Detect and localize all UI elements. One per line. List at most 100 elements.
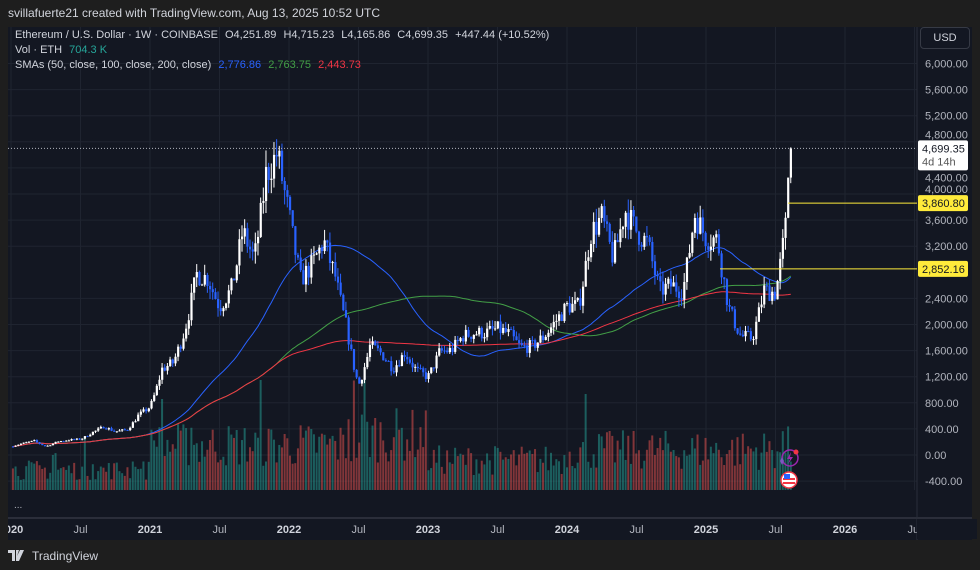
candle-body <box>576 297 579 301</box>
candle-body <box>693 218 697 233</box>
candles <box>11 139 792 448</box>
volume-bar <box>629 463 632 490</box>
candle-body <box>435 355 438 369</box>
volume-bar <box>195 443 198 490</box>
candle-body <box>608 223 611 242</box>
volume-bar <box>765 451 768 490</box>
volume-bar <box>403 460 406 490</box>
candle-body <box>728 304 731 307</box>
volume-bar <box>209 439 212 490</box>
candle-body <box>432 367 436 369</box>
candle-body <box>640 244 643 247</box>
candle-body <box>27 441 31 443</box>
symbol-title[interactable]: Ethereum / U.S. Dollar · 1W · COINBASE <box>15 29 218 41</box>
candle-body <box>643 235 646 247</box>
volume-bar <box>723 465 726 490</box>
sma-50-line <box>12 244 792 448</box>
volume-bar <box>286 438 289 490</box>
us-flag-event-icon[interactable] <box>780 471 798 489</box>
volume-bar <box>771 450 774 490</box>
volume-bar <box>677 457 680 490</box>
volume-bar <box>323 434 326 490</box>
candle-body <box>259 202 262 237</box>
volume-bar <box>121 473 124 490</box>
candle-body <box>67 440 71 442</box>
candle-body <box>233 278 236 281</box>
volume-bar <box>427 470 430 490</box>
candle-body <box>787 177 790 218</box>
volume-bar <box>459 453 462 490</box>
candle-body <box>763 285 766 305</box>
volume-bar <box>568 451 571 490</box>
volume-bar <box>544 446 547 490</box>
vol-label[interactable]: Vol · ETH <box>15 44 63 56</box>
volume-bar <box>382 440 385 490</box>
candle-body <box>739 333 742 335</box>
lightning-event-icon[interactable] <box>780 449 799 467</box>
candle-body <box>59 441 63 443</box>
candle-body <box>222 308 225 312</box>
event-icons[interactable] <box>777 447 801 491</box>
volume-bar <box>555 459 558 490</box>
volume-bar <box>685 455 688 490</box>
volume-bar <box>563 455 566 490</box>
time-tick: 2021 <box>138 524 162 536</box>
volume-bar <box>478 473 481 490</box>
volume-bar <box>651 435 654 490</box>
candle-body <box>11 446 15 448</box>
edge-mask <box>917 519 977 539</box>
candle-body <box>190 292 193 321</box>
candle-body <box>558 314 561 321</box>
sma-label[interactable]: SMAs (50, close, 100, close, 200, close) <box>15 59 212 71</box>
candle-body <box>611 241 614 263</box>
volume-bar <box>379 422 382 490</box>
time-tick: Jul <box>351 524 365 536</box>
volume-bar <box>464 464 467 490</box>
volume-bar <box>616 440 619 490</box>
candle-body <box>217 299 220 309</box>
volume-bar <box>502 459 505 490</box>
currency-button[interactable]: USD <box>920 27 970 49</box>
candle-body <box>605 221 609 224</box>
candle-body <box>137 414 140 422</box>
volume-bar <box>715 442 718 490</box>
level-2-label-bg <box>918 260 968 277</box>
volume-bar <box>54 453 57 490</box>
candle-body <box>430 367 433 374</box>
candle-body <box>566 303 569 305</box>
more-indicator[interactable]: ... <box>14 500 23 511</box>
volume-bar <box>422 447 425 490</box>
volume-bar <box>701 460 704 490</box>
candle-body <box>438 348 441 356</box>
candle-body <box>502 327 505 333</box>
candle-body <box>616 240 619 243</box>
volume-bar <box>387 461 390 490</box>
candle-body <box>411 362 414 368</box>
current-price-label: 4,699.35 <box>922 143 965 155</box>
volume-bar <box>475 459 478 490</box>
candle-body <box>339 282 342 295</box>
candle-body <box>507 329 510 332</box>
volume-bar <box>371 425 374 490</box>
candle-body <box>624 212 627 227</box>
candle-body <box>326 240 329 243</box>
time-tick: Jul <box>629 524 643 536</box>
candle-body <box>238 239 241 266</box>
level-1-label-bg <box>918 195 968 212</box>
candle-body <box>139 411 142 415</box>
volume-bar <box>137 469 140 490</box>
time-tick: Jul <box>768 524 782 536</box>
volume-bar <box>110 479 113 490</box>
candle-body <box>571 303 574 313</box>
volume-bar <box>49 472 52 490</box>
candle-body <box>211 289 214 293</box>
candle-body <box>491 326 494 329</box>
candle-body <box>307 265 310 278</box>
volume-bar <box>451 463 454 490</box>
candle-body <box>659 276 662 282</box>
candle-body <box>166 365 169 371</box>
candle-body <box>355 369 358 378</box>
candle-body <box>757 307 761 322</box>
volume-bar <box>155 446 158 490</box>
